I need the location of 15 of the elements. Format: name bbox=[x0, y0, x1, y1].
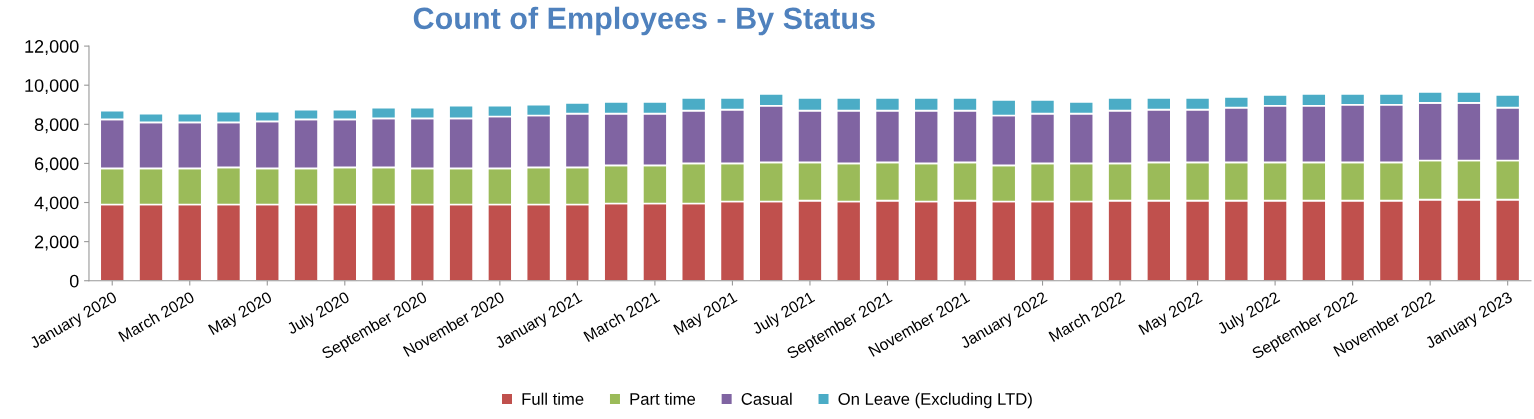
legend-label: Part time bbox=[630, 392, 696, 405]
legend-label: Full time bbox=[522, 392, 584, 405]
y-tick-label: 2,000 bbox=[34, 235, 79, 251]
legend-label: On Leave (Excluding LTD) bbox=[838, 392, 1032, 409]
y-tick-label: 4,000 bbox=[34, 196, 79, 212]
y-tick-label: 10,000 bbox=[25, 79, 79, 95]
x-tick-label: May 2021 bbox=[673, 291, 740, 338]
chart-title: Count of Employees - By Status bbox=[413, 6, 875, 36]
y-tick-label: 12,000 bbox=[25, 40, 79, 55]
x-tick-label: May 2022 bbox=[1138, 291, 1205, 338]
y-tick-label: 0 bbox=[69, 274, 79, 288]
x-tick-label: May 2020 bbox=[207, 291, 275, 338]
legend-label: Casual bbox=[741, 392, 792, 405]
y-tick-label: 6,000 bbox=[34, 157, 79, 173]
y-tick-label: 8,000 bbox=[34, 118, 79, 134]
